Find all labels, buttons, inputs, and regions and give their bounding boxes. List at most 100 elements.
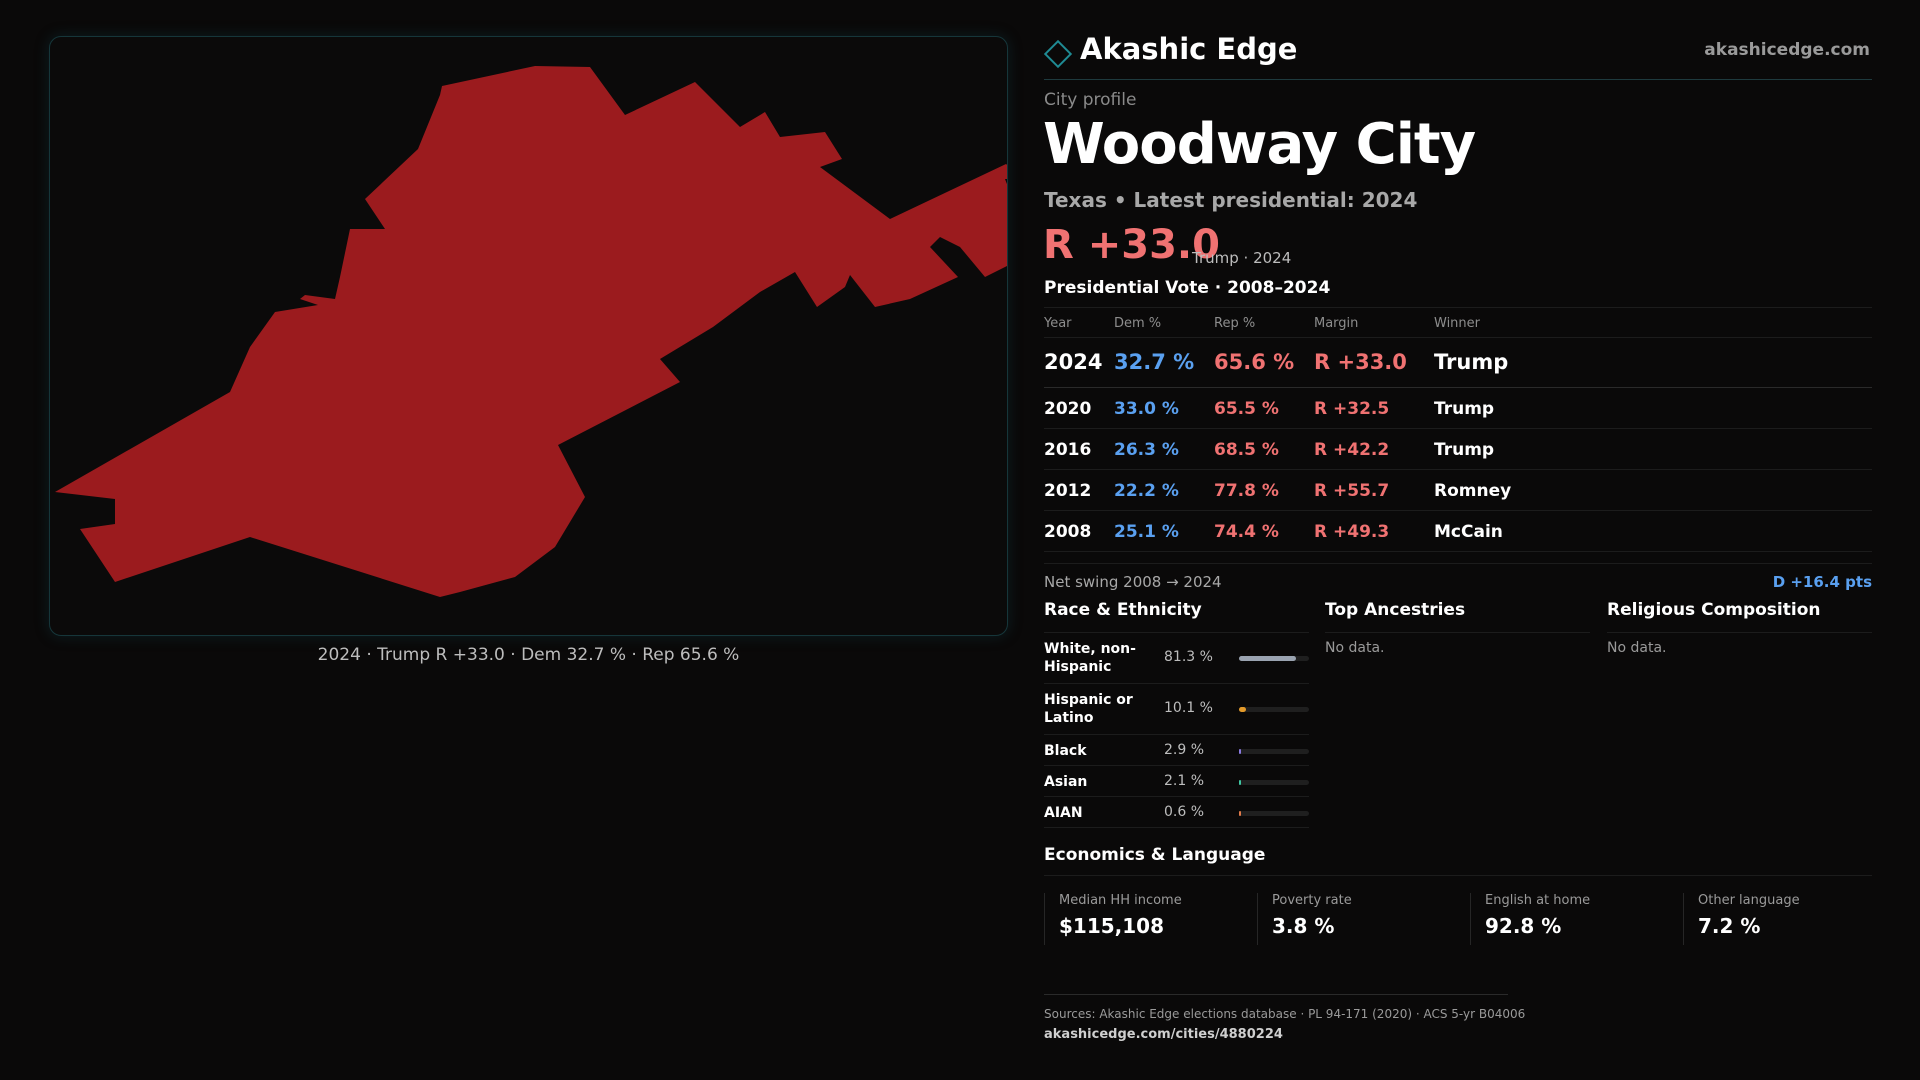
race-bar-track	[1239, 707, 1309, 712]
race-value: 2.1 %	[1164, 773, 1205, 789]
race-value: 0.6 %	[1164, 804, 1205, 820]
religion-no-data: No data.	[1607, 640, 1667, 656]
cell-year: 2008	[1044, 522, 1092, 542]
diamond-icon	[1043, 39, 1073, 69]
list-item: Hispanic or Latino 10.1 %	[1044, 684, 1309, 735]
cell-margin: R +32.5	[1314, 399, 1390, 419]
net-swing-value: D +16.4 pts	[1772, 573, 1872, 591]
list-item: Black 2.9 %	[1044, 735, 1309, 766]
cell-rep: 68.5 %	[1214, 440, 1279, 460]
race-value: 81.3 %	[1164, 649, 1213, 665]
cell-dem: 33.0 %	[1114, 399, 1179, 419]
economics-language-title: Economics & Language	[1044, 845, 1266, 865]
cell-rep: 74.4 %	[1214, 522, 1279, 542]
list-item: White, non-Hispanic 81.3 %	[1044, 633, 1309, 684]
cell-year: 2020	[1044, 399, 1092, 419]
race-label: White, non-Hispanic	[1044, 641, 1136, 675]
cell-winner: Trump	[1434, 440, 1495, 460]
econ-stat-value: 92.8 %	[1485, 914, 1562, 938]
cell-winner: Trump	[1434, 399, 1495, 419]
cell-year: 2016	[1044, 440, 1092, 460]
econ-stat-value: 7.2 %	[1698, 914, 1761, 938]
race-label: Hispanic or Latino	[1044, 692, 1133, 726]
column-header-dem: Dem %	[1114, 316, 1162, 331]
race-value: 10.1 %	[1164, 700, 1213, 716]
top-ancestries-title: Top Ancestries	[1325, 600, 1590, 633]
table-header: Year Dem % Rep % Margin Winner	[1044, 307, 1872, 338]
ancestries-no-data: No data.	[1325, 640, 1385, 656]
brand-header: Akashic Edge akashicedge.com	[1043, 30, 1872, 80]
race-label: Asian	[1044, 774, 1088, 790]
profile-subtitle: Texas • Latest presidential: 2024	[1044, 188, 1418, 212]
race-value: 2.9 %	[1164, 742, 1205, 758]
sources-note: Sources: Akashic Edge elections database…	[1044, 1007, 1526, 1021]
table-row: 2008 25.1 % 74.4 % R +49.3 McCain	[1044, 511, 1872, 552]
cell-dem: 25.1 %	[1114, 522, 1179, 542]
table-row: 2020 33.0 % 65.5 % R +32.5 Trump	[1044, 388, 1872, 429]
cell-dem: 32.7 %	[1114, 350, 1195, 374]
econ-stat-value: 3.8 %	[1272, 914, 1335, 938]
city-boundary-shape[interactable]	[55, 66, 1008, 597]
cell-margin: R +49.3	[1314, 522, 1390, 542]
econ-stat-label: Median HH income	[1059, 893, 1182, 908]
race-bar-track	[1239, 811, 1309, 816]
econ-stat-label: English at home	[1485, 893, 1591, 908]
cell-winner: Trump	[1434, 350, 1509, 374]
cell-dem: 26.3 %	[1114, 440, 1179, 460]
column-header-rep: Rep %	[1214, 316, 1256, 331]
profile-kicker: City profile	[1044, 90, 1137, 110]
latest-margin-note: Trump · 2024	[1192, 249, 1292, 267]
race-bar-track	[1239, 656, 1309, 661]
column-header-year: Year	[1044, 316, 1072, 331]
footer-divider	[1044, 994, 1508, 995]
net-swing-row: Net swing 2008 → 2024 D +16.4 pts	[1044, 563, 1872, 593]
religious-composition-title: Religious Composition	[1607, 600, 1872, 633]
column-header-margin: Margin	[1314, 316, 1359, 331]
presidential-vote-title: Presidential Vote · 2008–2024	[1044, 278, 1331, 298]
page-url-link[interactable]: akashicedge.com/cities/4880224	[1044, 1027, 1283, 1042]
cell-margin: R +55.7	[1314, 481, 1390, 501]
race-bar-fill	[1239, 707, 1247, 712]
race-bar-fill	[1239, 811, 1241, 816]
race-bar-track	[1239, 780, 1309, 785]
cell-rep: 77.8 %	[1214, 481, 1279, 501]
cell-margin: R +42.2	[1314, 440, 1390, 460]
cell-rep: 65.6 %	[1214, 350, 1295, 374]
race-ethnicity-title: Race & Ethnicity	[1044, 600, 1309, 633]
cell-winner: Romney	[1434, 481, 1512, 501]
race-bar-fill	[1239, 780, 1241, 785]
presidential-vote-table: Year Dem % Rep % Margin Winner 2024 32.7…	[1044, 307, 1872, 552]
econ-stat-value: $115,108	[1059, 914, 1165, 938]
map-caption: 2024 · Trump R +33.0 · Dem 32.7 % · Rep …	[317, 645, 740, 665]
cell-dem: 22.2 %	[1114, 481, 1179, 501]
econ-stat-other-language: Other language 7.2 %	[1683, 893, 1883, 945]
econ-stat-english-at-home: English at home 92.8 %	[1470, 893, 1670, 945]
race-bar-fill	[1239, 749, 1242, 754]
race-ethnicity-table: White, non-Hispanic 81.3 % Hispanic or L…	[1044, 633, 1309, 828]
latest-margin: R +33.0	[1043, 222, 1220, 268]
net-swing-label: Net swing 2008 → 2024	[1044, 573, 1222, 591]
race-bar-track	[1239, 749, 1309, 754]
econ-stat-poverty-rate: Poverty rate 3.8 %	[1257, 893, 1457, 945]
list-item: Asian 2.1 %	[1044, 766, 1309, 797]
city-map-panel[interactable]	[49, 36, 1008, 636]
cell-rep: 65.5 %	[1214, 399, 1279, 419]
divider	[1044, 875, 1872, 876]
race-label: AIAN	[1044, 805, 1083, 821]
page-title: Woodway City	[1043, 112, 1476, 177]
column-header-winner: Winner	[1434, 316, 1481, 331]
race-bar-fill	[1239, 656, 1296, 661]
econ-stat-label: Other language	[1698, 893, 1800, 908]
cell-year: 2012	[1044, 481, 1092, 501]
table-row: 2024 32.7 % 65.6 % R +33.0 Trump	[1044, 338, 1872, 388]
list-item: AIAN 0.6 %	[1044, 797, 1309, 828]
econ-stat-median-income: Median HH income $115,108	[1044, 893, 1244, 945]
cell-winner: McCain	[1434, 522, 1503, 542]
brand-site-link[interactable]: akashicedge.com	[1704, 40, 1870, 60]
race-label: Black	[1044, 743, 1087, 759]
brand-name[interactable]: Akashic Edge	[1080, 32, 1298, 66]
city-boundary-map	[55, 66, 1008, 597]
cell-year: 2024	[1044, 350, 1103, 374]
econ-stat-label: Poverty rate	[1272, 893, 1352, 908]
table-row: 2016 26.3 % 68.5 % R +42.2 Trump	[1044, 429, 1872, 470]
